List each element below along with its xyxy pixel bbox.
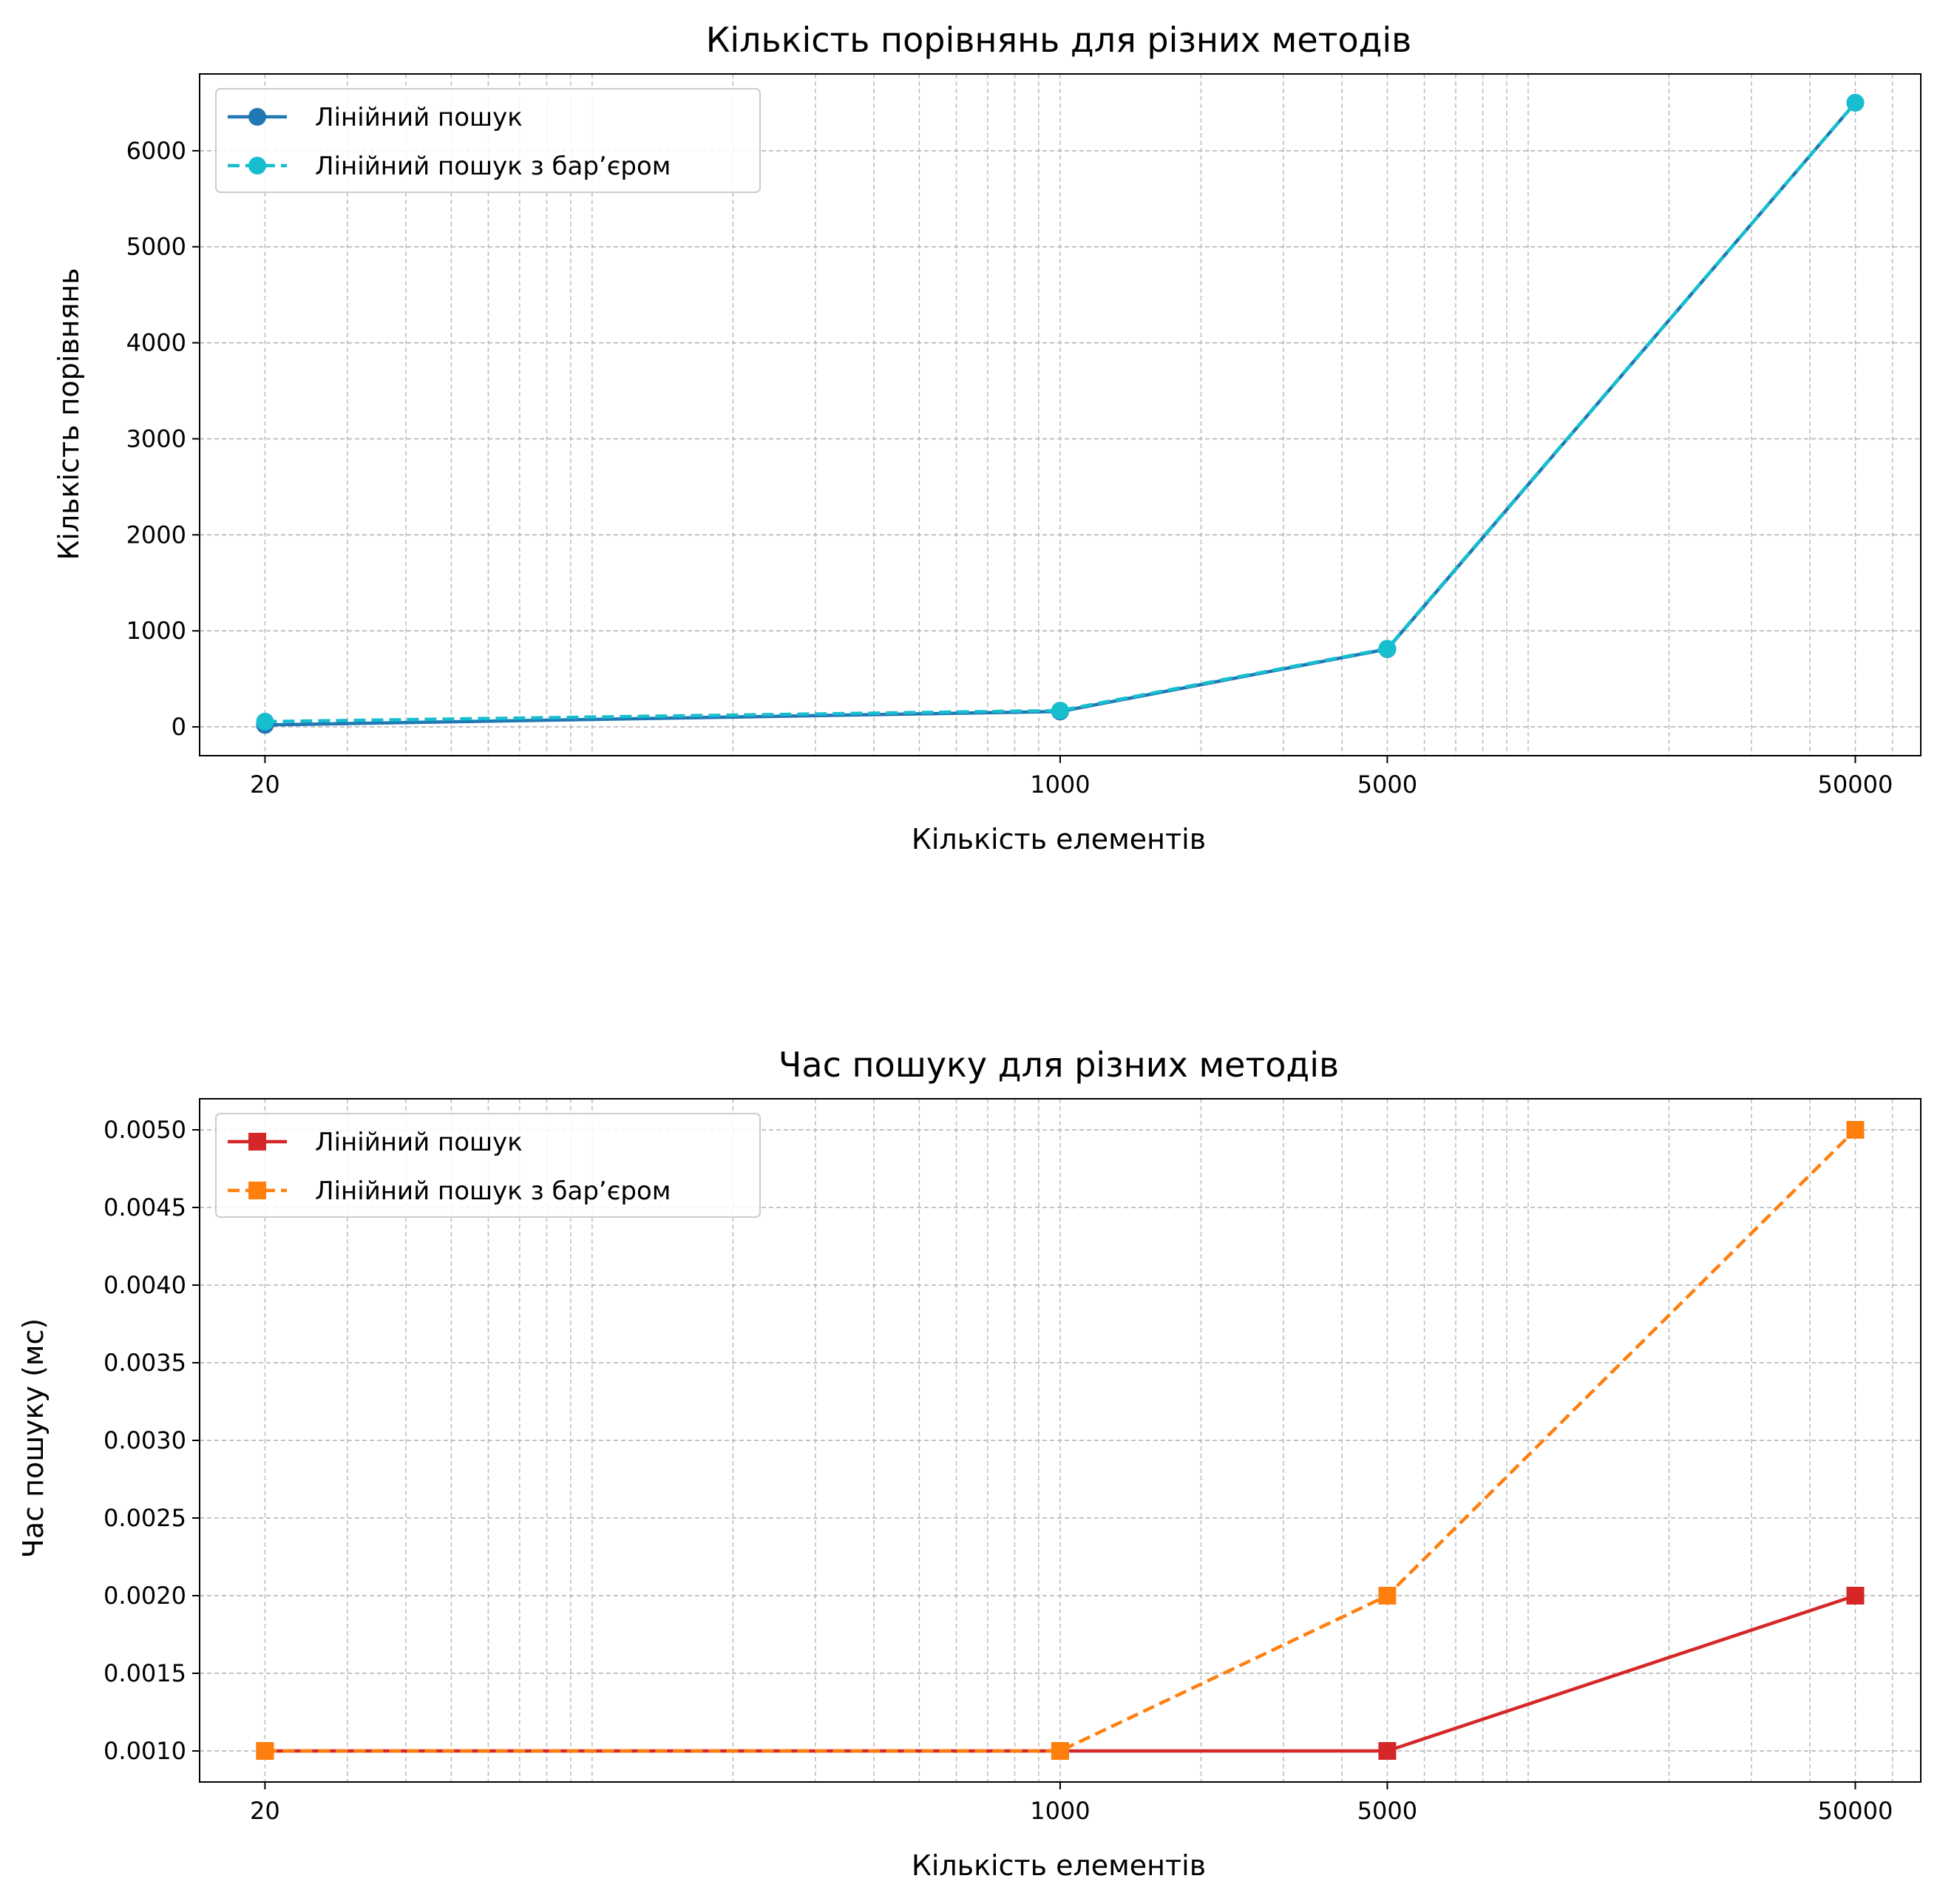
y-tick-label: 0 — [172, 713, 186, 741]
data-point-marker — [256, 1742, 274, 1760]
y-tick-label: 1000 — [126, 617, 186, 645]
legend: Лінійний пошук Лінійний пошук з бар’єром — [215, 1113, 761, 1218]
data-point-marker — [1846, 1587, 1865, 1605]
y-tick-label: 6000 — [126, 137, 186, 165]
legend: Лінійний пошук Лінійний пошук з бар’єром — [215, 88, 761, 193]
series-linear-search-barrier — [256, 1121, 1865, 1760]
legend-label: Лінійний пошук — [315, 1128, 523, 1157]
y-tick-label: 0.0050 — [104, 1116, 186, 1144]
legend-label: Лінійний пошук з бар’єром — [315, 1176, 671, 1206]
data-point-marker — [248, 108, 266, 126]
y-tick-label: 0.0020 — [104, 1582, 186, 1610]
data-point-marker — [1378, 1587, 1397, 1605]
grid — [200, 74, 1921, 756]
x-tick-label: 50000 — [1818, 1797, 1893, 1825]
y-tick-label: 0.0035 — [104, 1349, 186, 1377]
x-tick-label: 50000 — [1818, 770, 1893, 799]
legend-box — [215, 88, 761, 193]
data-point-marker — [1051, 701, 1069, 719]
data-point-marker — [1846, 1121, 1865, 1139]
y-tick-label: 0.0045 — [104, 1193, 186, 1222]
x-axis-label: Кількість елементів — [912, 823, 1206, 856]
x-tick-label: 1000 — [1030, 1797, 1090, 1825]
y-axis-label: Кількість порівнянь — [52, 268, 85, 560]
data-point-marker — [1378, 1742, 1397, 1760]
data-point-marker — [248, 157, 266, 175]
y-tick-label: 3000 — [126, 424, 186, 453]
y-tick-label: 5000 — [126, 233, 186, 261]
chart-search-time: Час пошуку для різних методів 20 1000 5000… — [17, 1045, 1922, 1882]
series-line — [265, 101, 1857, 724]
series-line — [265, 1128, 1857, 1753]
data-point-marker — [1846, 93, 1865, 112]
chart-title: Кількість порівнянь для різних методів — [706, 20, 1412, 60]
plot-area: 20 1000 5000 50000 0.0010 0.0015 0.0020 0.0025 0… — [104, 1098, 1922, 1825]
data-point-marker — [1051, 1742, 1069, 1760]
chart-comparisons: Кількість порівнянь для різних методів 2… — [52, 20, 1922, 856]
legend-label: Лінійний пошук з бар’єром — [315, 152, 671, 181]
data-point-marker — [1378, 640, 1397, 658]
legend-label: Лінійний пошук — [315, 103, 523, 132]
y-tick-label: 0.0010 — [104, 1737, 186, 1765]
y-tick-label: 0.0040 — [104, 1271, 186, 1299]
y-tick-label: 2000 — [126, 521, 186, 549]
x-tick-label: 20 — [250, 1797, 280, 1825]
y-tick-label: 4000 — [126, 329, 186, 357]
x-tick-label: 5000 — [1357, 770, 1417, 799]
y-axis-label: Час пошуку (мс) — [17, 1318, 50, 1558]
data-point-marker — [248, 1182, 266, 1199]
y-tick-label: 0.0015 — [104, 1659, 186, 1687]
y-tick-label: 0.0025 — [104, 1504, 186, 1532]
x-tick-label: 5000 — [1357, 1797, 1417, 1825]
series-linear-search-barrier — [256, 93, 1865, 731]
x-tick-label: 20 — [250, 770, 280, 799]
data-point-marker — [256, 712, 274, 731]
y-tick-label: 0.0030 — [104, 1426, 186, 1454]
x-axis-label: Кількість елементів — [912, 1849, 1206, 1882]
plot-area: 20 1000 5000 50000 0 1000 2000 3000 4000 5000 6000… — [126, 73, 1922, 799]
data-point-marker — [248, 1133, 266, 1151]
chart-title: Час пошуку для різних методів — [779, 1045, 1339, 1085]
x-tick-label: 1000 — [1030, 770, 1090, 799]
legend-box — [215, 1113, 761, 1218]
